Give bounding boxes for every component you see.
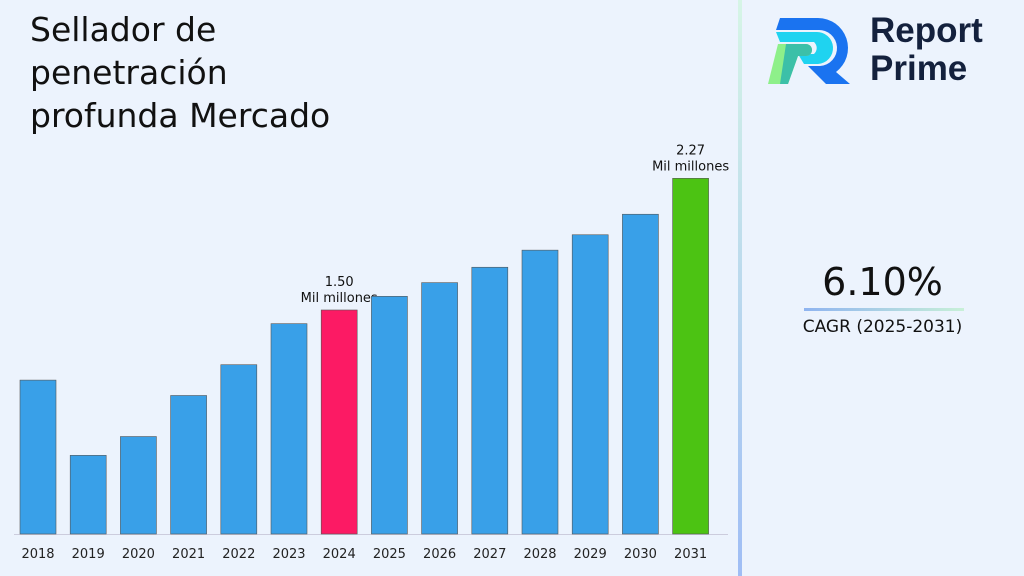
bar-2022 [220, 364, 258, 535]
data-label-value: 2.27 [676, 143, 705, 158]
x-tick-label: 2020 [122, 547, 155, 562]
bar-2024 [320, 309, 358, 535]
data-label-unit: Mil millones [301, 291, 378, 306]
bar-2026 [421, 282, 458, 535]
x-tick-label: 2019 [72, 547, 105, 562]
cagr-value: 6.10% [822, 260, 943, 304]
brand-line1: Report [870, 11, 983, 50]
bar-2023 [270, 323, 308, 535]
x-tick-label: 2031 [674, 547, 707, 562]
bar-2027 [471, 266, 509, 535]
bar-2021 [170, 395, 207, 535]
bar-2025 [371, 296, 408, 535]
cagr-label: CAGR (2025-2031) [802, 317, 963, 337]
data-label-value: 1.50 [325, 275, 354, 290]
x-tick-label: 2026 [423, 547, 456, 562]
bar-2028 [521, 249, 559, 535]
divider [738, 0, 742, 576]
x-tick-label: 2027 [473, 547, 506, 562]
bar-2020 [120, 436, 157, 535]
x-tick-label: 2023 [272, 547, 305, 562]
bar-2018 [19, 379, 57, 535]
x-tick-label: 2024 [323, 547, 356, 562]
x-tick-label: 2028 [523, 547, 556, 562]
brand-line2: Prime [870, 49, 968, 88]
chart-title: Sellador de penetración profunda Mercado [30, 10, 331, 135]
x-tick-label: 2030 [624, 547, 657, 562]
data-label-unit: Mil millones [652, 159, 729, 174]
cagr-underline [804, 308, 964, 311]
bar-2019 [69, 455, 107, 535]
brand-name: Report Prime [870, 12, 983, 88]
x-tick-label: 2025 [373, 547, 406, 562]
x-tick-label: 2021 [172, 547, 205, 562]
report-prime-logo [768, 18, 850, 84]
bar-2029 [571, 234, 609, 535]
x-tick-label: 2029 [574, 547, 607, 562]
bar-2031 [672, 178, 709, 535]
x-tick-label: 2022 [222, 547, 255, 562]
bar-2030 [622, 213, 659, 535]
x-tick-label: 2018 [21, 547, 54, 562]
